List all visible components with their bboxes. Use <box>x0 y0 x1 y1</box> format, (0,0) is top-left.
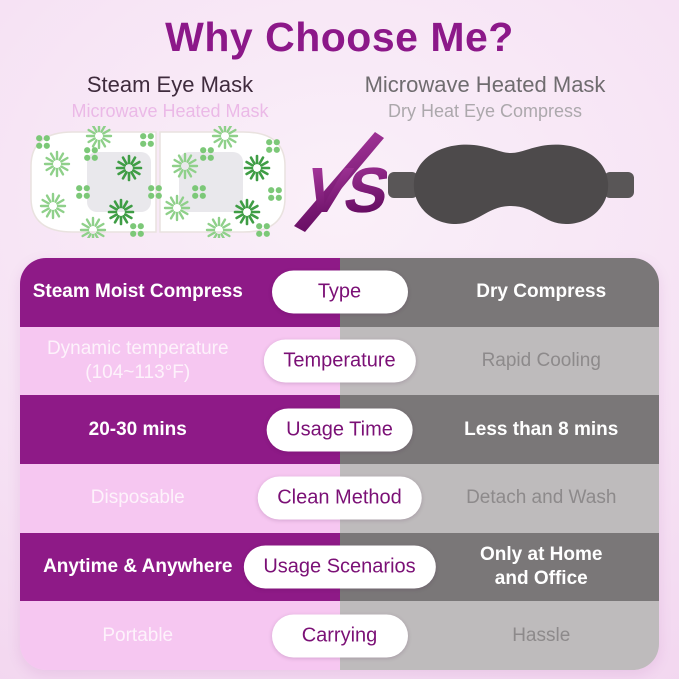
feature-pill: Usage Scenarios <box>243 545 436 589</box>
feature-pill: Usage Time <box>266 408 413 452</box>
right-value-cell: Less than 8 mins <box>339 395 659 465</box>
feature-pill: Temperature <box>263 339 416 383</box>
page-title: Why Choose Me? <box>165 14 514 60</box>
feature-label: Carrying <box>301 624 378 647</box>
table-row: Dynamic temperature (104~113°F) Rapid Co… <box>20 326 659 396</box>
feature-pill: Clean Method <box>257 476 422 520</box>
right-value: Less than 8 mins <box>464 418 619 440</box>
left-value: Anytime & Anywhere <box>43 556 233 578</box>
right-value: Rapid Cooling <box>481 350 601 372</box>
right-product-title: Microwave Heated Mask <box>364 72 606 97</box>
left-product-header: Steam Eye Mask Microwave Heated Mask <box>0 72 340 122</box>
table-row: 20-30 mins Less than 8 mins Usage Time <box>20 395 659 465</box>
feature-pill: Type <box>271 270 408 314</box>
left-value: Disposable <box>90 487 185 509</box>
steam-eye-mask-graphic <box>27 122 289 244</box>
right-value: Hassle <box>512 624 571 646</box>
right-product-header: Microwave Heated Mask Dry Heat Eye Compr… <box>330 72 640 122</box>
left-value: Dynamic temperature (104~113°F) <box>46 338 229 383</box>
right-value: Detach and Wash <box>466 487 617 509</box>
feature-label: Usage Scenarios <box>263 555 416 578</box>
table-row: Anytime & Anywhere Only at Home and Offi… <box>20 532 659 602</box>
comparison-table: Steam Moist Compress Dry Compress Type D… <box>20 258 659 670</box>
right-value-cell: Dry Compress <box>339 258 659 327</box>
right-product-subtitle: Dry Heat Eye Compress <box>387 101 583 121</box>
table-row: Disposable Detach and Wash Clean Method <box>20 464 659 533</box>
vs-label: VS <box>298 154 387 226</box>
feature-pill: Carrying <box>271 614 408 658</box>
table-row: Steam Moist Compress Dry Compress Type <box>20 258 659 327</box>
vs-slash-icon: VS <box>291 132 396 239</box>
left-value: Steam Moist Compress <box>32 281 243 303</box>
left-product-subtitle: Microwave Heated Mask <box>71 101 269 121</box>
left-product-title: Steam Eye Mask <box>86 72 254 97</box>
sleep-mask-graphic <box>386 134 636 239</box>
right-value: Dry Compress <box>476 281 607 303</box>
feature-label: Temperature <box>283 349 396 372</box>
right-value: Only at Home and Office <box>480 544 603 590</box>
feature-label: Clean Method <box>277 486 402 509</box>
left-value: Portable <box>102 624 174 646</box>
left-value-cell: Steam Moist Compress <box>20 258 340 327</box>
left-value: 20-30 mins <box>88 418 187 440</box>
feature-label: Type <box>317 280 362 303</box>
feature-label: Usage Time <box>286 418 393 441</box>
table-row: Portable Hassle Carrying <box>20 601 659 670</box>
